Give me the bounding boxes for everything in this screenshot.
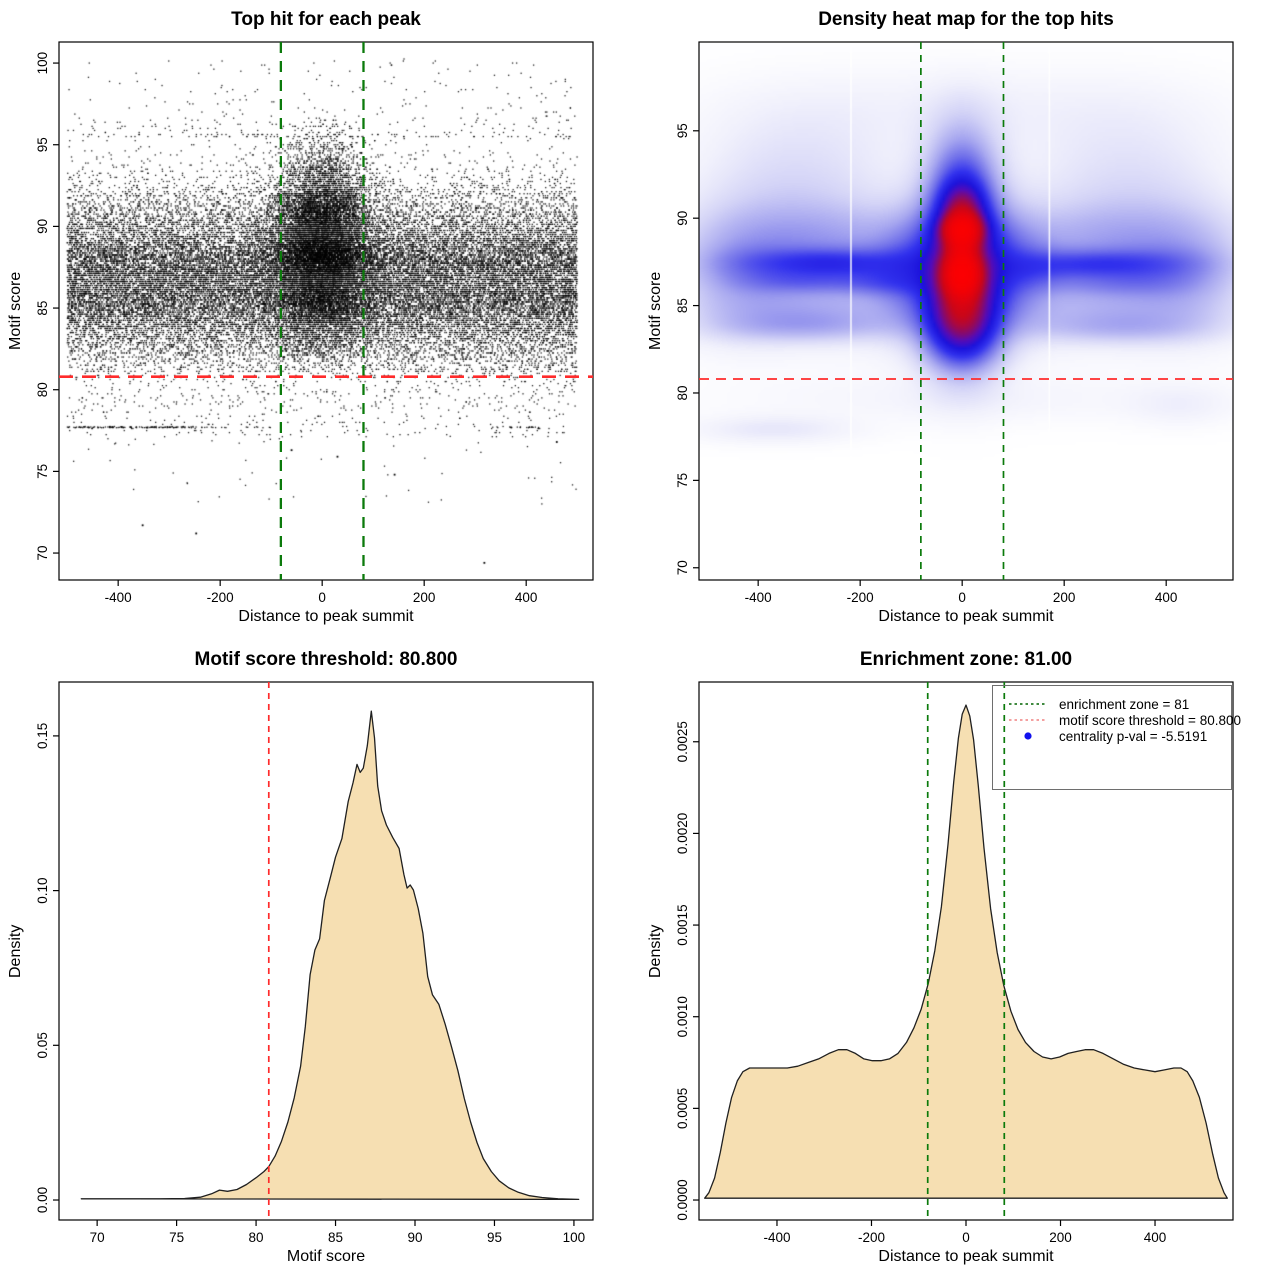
x-tick-label: -200 — [858, 1230, 885, 1245]
plot-box — [58, 681, 594, 1221]
plot-axes-svg: 70 75 80 85 90 95 100 0.00 0.05 0.10 0.15 — [35, 681, 594, 1245]
legend-item-motif-threshold: motif score threshold = 80.800 — [993, 712, 1241, 728]
x-tick-label: -400 — [745, 590, 772, 605]
plot-axes-svg: -400 -200 0 200 400 70 75 80 85 90 95 — [675, 41, 1234, 605]
x-tick-label: 0 — [962, 1230, 970, 1245]
x-tick-label: 95 — [487, 1230, 502, 1245]
y-tick-label: 0.0020 — [675, 813, 690, 854]
x-tick-label: 80 — [249, 1230, 264, 1245]
panel-top-hit-scatter: Top hit for each peak Motif score -400 -2… — [0, 0, 640, 640]
x-tick-label: 400 — [515, 590, 538, 605]
x-tick-label: -200 — [847, 590, 874, 605]
legend-label: enrichment zone = 81 — [1059, 696, 1190, 712]
x-tick-label: 90 — [407, 1230, 422, 1245]
y-tick-label: 80 — [675, 385, 690, 400]
y-tick-label: 0.05 — [35, 1032, 50, 1058]
x-tick-label: 200 — [413, 590, 436, 605]
x-tick-label: 200 — [1053, 590, 1076, 605]
legend: enrichment zone = 81 motif score thresho… — [992, 685, 1241, 790]
x-tick-label: 85 — [328, 1230, 343, 1245]
scatter-points-canvas — [59, 42, 593, 580]
x-axis-title: Motif score — [286, 1248, 366, 1265]
y-tick-label: 100 — [35, 52, 50, 75]
x-tick-label: 0 — [318, 590, 326, 605]
y-tick-label: 90 — [35, 219, 50, 234]
plot-box — [698, 41, 1234, 581]
panel-title: Top hit for each peak — [231, 9, 421, 30]
x-tick-label: -200 — [207, 590, 234, 605]
y-tick-label: 0.0000 — [675, 1179, 690, 1220]
density-curve — [80, 710, 580, 1201]
panel-density-heatmap: Density heat map for the top hits Motif … — [640, 0, 1280, 640]
density-curve — [704, 704, 1228, 1199]
panel-title: Motif score threshold: 80.800 — [194, 649, 458, 670]
plot-axes-svg: -400 -200 0 200 400 0.0000 0.0005 0.0010 0.0015 0… — [675, 681, 1234, 1245]
y-tick-label: 95 — [35, 137, 50, 152]
heatmap-canvas — [699, 42, 1233, 580]
y-tick-label: 85 — [675, 298, 690, 313]
y-tick-label: 0.10 — [35, 877, 50, 903]
panel-title: Enrichment zone: 81.00 — [859, 649, 1073, 670]
plot-axes-svg: -400 -200 0 200 400 70 75 80 85 90 95 100 — [35, 41, 594, 605]
y-tick-label: 0.0025 — [675, 721, 690, 762]
y-tick-label: 95 — [675, 123, 690, 138]
legend-item-centrality-pval: centrality p-val = -5.5191 — [993, 728, 1231, 744]
x-tick-label: 200 — [1049, 1230, 1072, 1245]
panel-distance-density: Enrichment zone: 81.00 Density -400 -200 0… — [640, 640, 1280, 1280]
dotted-line-icon — [1009, 703, 1047, 705]
x-axis-title: Distance to peak summit — [878, 1248, 1054, 1265]
x-tick-label: -400 — [763, 1230, 790, 1245]
panel-motif-score-density: Motif score threshold: 80.800 Density 70… — [0, 640, 640, 1280]
legend-label: centrality p-val = -5.5191 — [1059, 728, 1208, 744]
y-tick-label: 85 — [35, 301, 50, 316]
x-axis-title: Distance to peak summit — [878, 608, 1054, 625]
x-tick-label: 75 — [169, 1230, 184, 1245]
y-tick-label: 0.00 — [35, 1187, 50, 1213]
legend-item-enrichment-zone: enrichment zone = 81 — [993, 696, 1231, 712]
y-tick-label: 75 — [675, 473, 690, 488]
x-tick-label: 400 — [1155, 590, 1178, 605]
y-tick-label: 90 — [675, 211, 690, 226]
x-tick-label: 70 — [90, 1230, 105, 1245]
legend-label: motif score threshold = 80.800 — [1059, 712, 1241, 728]
dot-icon — [1024, 732, 1032, 740]
x-tick-label: 100 — [563, 1230, 586, 1245]
y-tick-label: 0.15 — [35, 723, 50, 749]
y-tick-label: 0.0015 — [675, 904, 690, 945]
x-tick-label: 400 — [1144, 1230, 1167, 1245]
x-tick-label: 0 — [958, 590, 966, 605]
y-tick-label: 0.0005 — [675, 1088, 690, 1129]
y-tick-label: 0.0010 — [675, 996, 690, 1037]
y-tick-label: 70 — [675, 560, 690, 575]
y-tick-label: 70 — [35, 546, 50, 561]
dotted-line-icon — [1009, 719, 1047, 721]
panel-title: Density heat map for the top hits — [818, 9, 1114, 30]
y-tick-label: 80 — [35, 382, 50, 397]
y-tick-label: 75 — [35, 464, 50, 479]
x-tick-label: -400 — [105, 590, 132, 605]
plot-box — [58, 41, 594, 581]
x-axis-title: Distance to peak summit — [238, 608, 414, 625]
